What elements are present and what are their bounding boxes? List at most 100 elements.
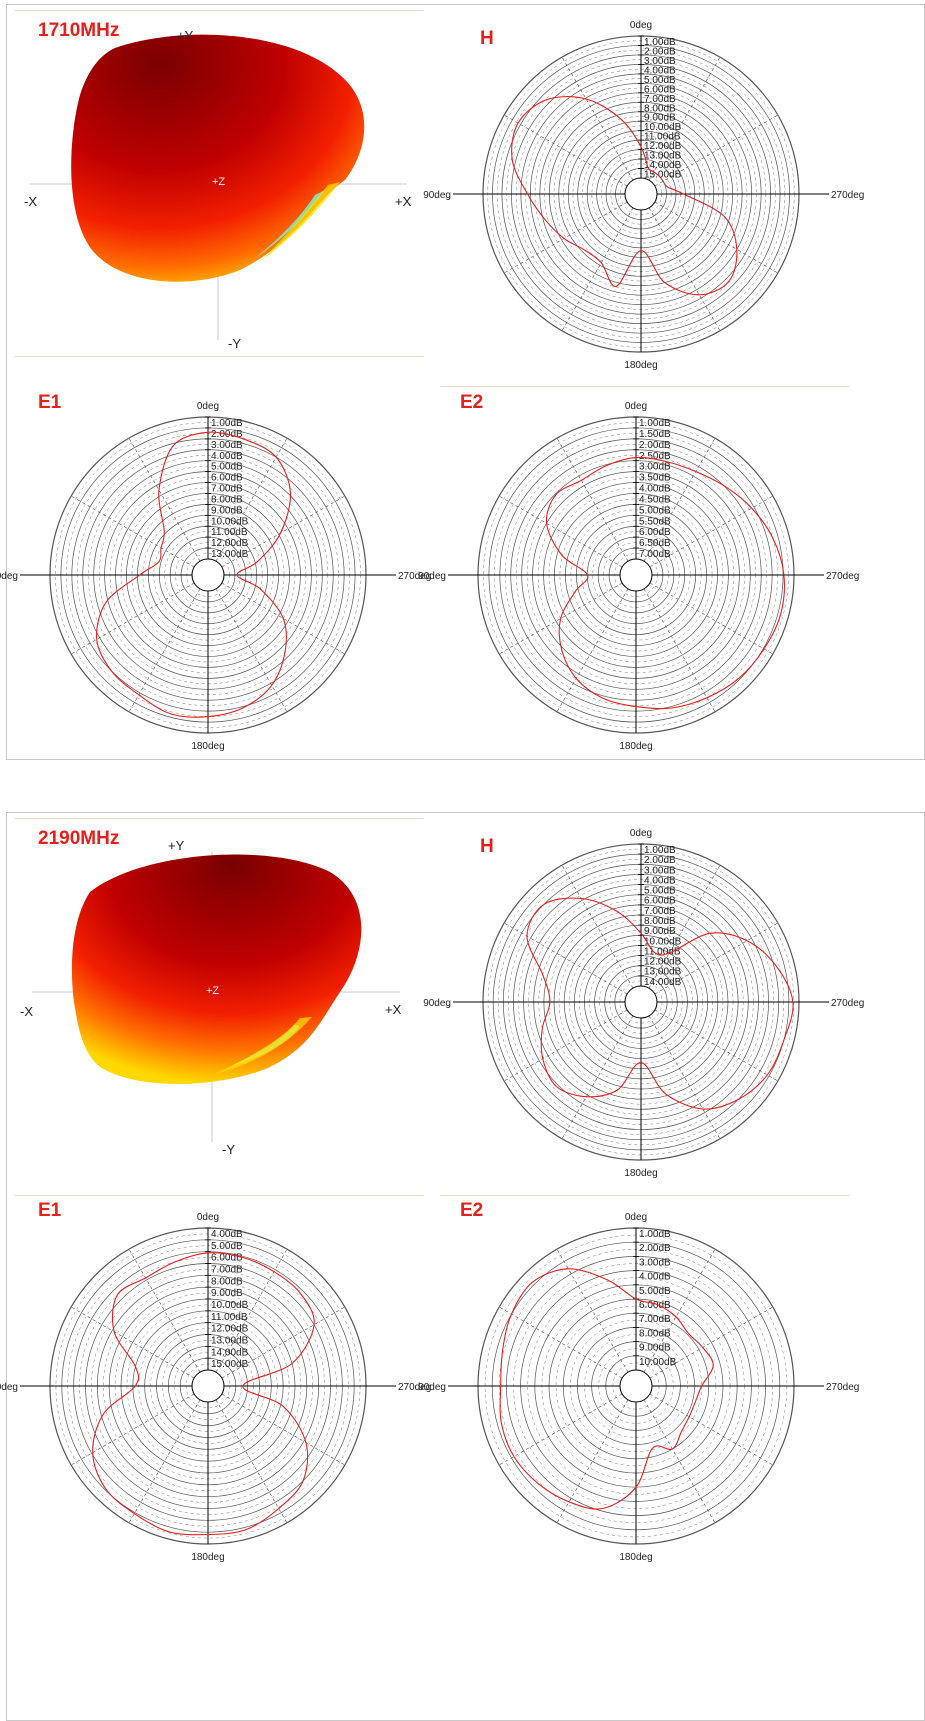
- angle-label: 270deg: [826, 571, 859, 582]
- ring-label: 10.00dB: [639, 1357, 677, 1368]
- polar-chart-2190-e1: 4.00dB5.00dB6.00dB7.00dB8.00dB9.00dB10.0…: [0, 1212, 431, 1563]
- ring-label: 3.00dB: [644, 865, 676, 876]
- axis-label: -Y: [228, 336, 241, 351]
- pattern-curve: [545, 456, 785, 710]
- ring-label: 8.00dB: [644, 103, 676, 114]
- ring-label: 10.00dB: [211, 1300, 249, 1311]
- angle-label: 180deg: [624, 1168, 657, 1179]
- ring-label: 3.50dB: [639, 473, 671, 484]
- polar-chart-2190-e2: 1.00dB 2.00dB 3.00dB 4.00dB 5.00dB 6.00dB 7.00…: [418, 1212, 859, 1563]
- ring-label: 13.00dB: [644, 967, 682, 978]
- axis-label: +Y: [168, 838, 185, 853]
- ring-label: 13.00dB: [644, 151, 682, 162]
- cell-title: E2: [460, 1200, 484, 1221]
- angle-label: 0deg: [630, 828, 652, 839]
- radiation-pattern-3d-2190: +Y -Y -X +X +Z: [20, 838, 402, 1157]
- angle-label: 90deg: [418, 571, 446, 582]
- ring-label: 4.00dB: [211, 1229, 243, 1240]
- cell-title: E1: [38, 1200, 62, 1221]
- grid-spoke: [71, 582, 195, 655]
- ring-label: 8.00dB: [639, 1328, 671, 1339]
- pattern-surface-edge: [255, 190, 325, 258]
- angle-label: 270deg: [826, 1382, 859, 1393]
- ring-label: 6.50dB: [639, 538, 671, 549]
- axis-label: +Y: [177, 28, 194, 43]
- ring-label: 9.00dB: [644, 113, 676, 124]
- frequency-title: 2190MHz: [38, 828, 120, 849]
- cell-divider: [14, 818, 424, 819]
- ring-label: 9.00dB: [644, 926, 676, 937]
- ring-label: 1.00dB: [639, 1229, 671, 1240]
- center-hole: [624, 985, 658, 1019]
- ring-label: 2.50dB: [639, 451, 671, 462]
- ring-label: 1.00dB: [639, 418, 671, 429]
- polar-chart-2190-h: 1.00dB2.00dB3.00dB4.00dB5.00dB6.00dB7.00…: [423, 828, 864, 1179]
- cell-title: E2: [460, 392, 484, 413]
- center-hole: [619, 558, 653, 592]
- ring-label: 13.00dB: [211, 549, 249, 560]
- ring-label: 10.00dB: [211, 516, 249, 527]
- pattern-curve: [96, 431, 291, 718]
- ring-label: 4.50dB: [639, 494, 671, 505]
- ring-label: 12.00dB: [211, 538, 249, 549]
- pattern-surface: [71, 854, 362, 1084]
- angle-label: 180deg: [191, 1552, 224, 1563]
- ring-label: 5.00dB: [639, 505, 671, 516]
- ring-label: 8.00dB: [211, 494, 243, 505]
- ring-label: 4.00dB: [644, 65, 676, 76]
- cell-divider: [14, 1195, 424, 1196]
- ring-label: 2.00dB: [644, 46, 676, 57]
- angle-label: 90deg: [423, 190, 451, 201]
- ring-label: 8.00dB: [211, 1276, 243, 1287]
- ring-label: 4.00dB: [211, 451, 243, 462]
- pattern-surface: [71, 34, 365, 282]
- ring-label: 2.00dB: [639, 440, 671, 451]
- ring-label: 12.00dB: [644, 141, 682, 152]
- angle-label: 0deg: [197, 401, 219, 412]
- ring-label: 6.00dB: [644, 84, 676, 95]
- axis-label: -X: [24, 194, 37, 209]
- cell-divider: [440, 386, 850, 387]
- ring-label: 9.00dB: [639, 1343, 671, 1354]
- ring-label: 5.00dB: [211, 1241, 243, 1252]
- pattern-curve: [511, 96, 738, 296]
- ring-label: 5.00dB: [639, 1286, 671, 1297]
- ring-label: 4.00dB: [644, 875, 676, 886]
- angle-label: 90deg: [0, 571, 18, 582]
- ring-label: 11.00dB: [644, 946, 681, 957]
- ring-label: 7.00dB: [211, 1265, 243, 1276]
- pattern-curve: [499, 1268, 714, 1510]
- cell-title: H: [480, 836, 494, 857]
- ring-label: 9.00dB: [211, 1288, 243, 1299]
- ring-label: 12.00dB: [644, 957, 682, 968]
- ring-label: 11.00dB: [211, 1312, 248, 1323]
- ring-label: 2.00dB: [639, 1243, 671, 1254]
- ring-label: 10.00dB: [644, 936, 682, 947]
- ring-label: 4.00dB: [639, 1272, 671, 1283]
- cell-divider: [14, 356, 424, 357]
- axis-label: +X: [385, 1002, 402, 1017]
- ring-label: 14.00dB: [644, 977, 682, 988]
- ring-label: 6.00dB: [211, 473, 243, 484]
- ring-label: 3.00dB: [639, 1257, 671, 1268]
- pattern-curve: [92, 1252, 315, 1536]
- ring-label: 2.00dB: [644, 855, 676, 866]
- cell-divider: [14, 10, 424, 11]
- axis-label: -Y: [222, 1142, 235, 1157]
- ring-label: 7.00dB: [644, 94, 676, 105]
- ring-label: 6.00dB: [639, 1300, 671, 1311]
- angle-label: 0deg: [625, 1212, 647, 1223]
- ring-label: 7.00dB: [644, 906, 676, 917]
- axis-label: +Z: [206, 985, 219, 997]
- ring-label: 3.00dB: [644, 56, 676, 67]
- ring-label: 7.00dB: [639, 1314, 671, 1325]
- radiation-pattern-3d-1710: +Y -Y -X +X +Z: [24, 28, 412, 351]
- ring-label: 4.00dB: [639, 484, 671, 495]
- axis-label: -X: [20, 1004, 33, 1019]
- ring-label: 13.00dB: [211, 1336, 249, 1347]
- ring-label: 5.00dB: [211, 462, 243, 473]
- cell-title: H: [480, 28, 494, 49]
- cell-title: E1: [38, 392, 62, 413]
- angle-label: 180deg: [619, 741, 652, 752]
- angle-label: 270deg: [831, 998, 864, 1009]
